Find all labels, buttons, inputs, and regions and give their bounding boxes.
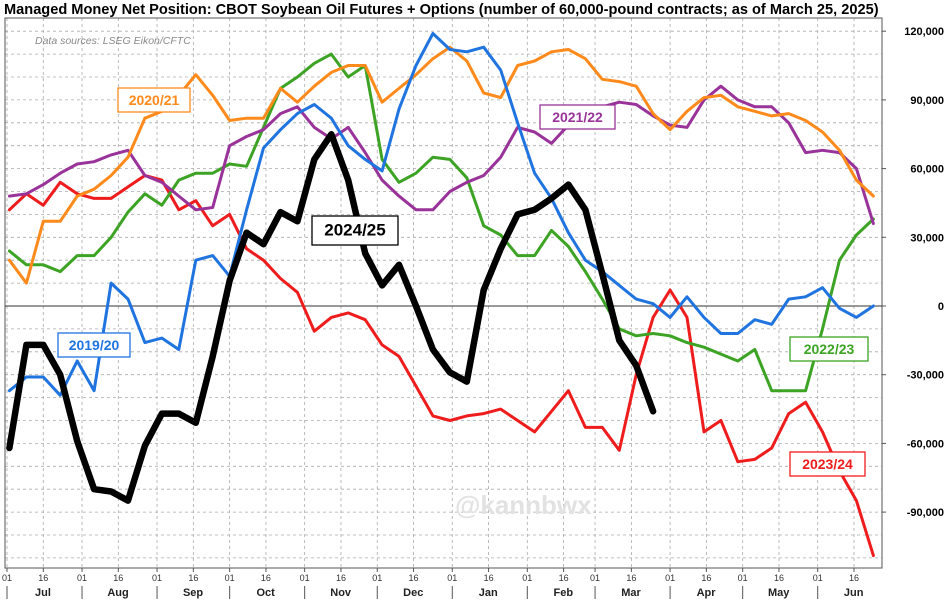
x-day-label: 16	[559, 573, 569, 583]
y-tick-label: 120,000	[904, 26, 944, 38]
y-tick-label: 60,000	[910, 164, 944, 176]
x-month-label: Aug	[107, 587, 128, 599]
x-day-label: 01	[152, 573, 162, 583]
x-day-label: 16	[188, 573, 198, 583]
x-day-label: 16	[701, 573, 711, 583]
x-month-label: Sep	[183, 587, 203, 599]
x-month-label: Jun	[844, 587, 864, 599]
series-label: 2023/24	[802, 456, 853, 472]
series-label: 2020/21	[129, 92, 180, 108]
y-tick-label: 90,000	[910, 95, 944, 107]
x-month-label: Mar	[621, 587, 641, 599]
x-day-label: 01	[77, 573, 87, 583]
x-day-label: 16	[336, 573, 346, 583]
series-label: 2024/25	[324, 221, 385, 240]
x-day-label: 16	[626, 573, 636, 583]
x-day-label: 01	[372, 573, 382, 583]
series-lines	[6, 32, 875, 558]
series-label-box	[539, 104, 616, 130]
x-day-label: 01	[225, 573, 235, 583]
x-day-label: 16	[849, 573, 859, 583]
x-month-label: Oct	[256, 587, 275, 599]
x-month-label: Apr	[697, 587, 717, 599]
x-day-label: 16	[38, 573, 48, 583]
x-month-label: Dec	[403, 587, 423, 599]
y-axis: 120,000 90,000 60,000 30,000 0 -30,000 -60,000…	[882, 26, 944, 519]
series-label: 2021/22	[552, 109, 603, 125]
series-line-2019-20	[7, 32, 875, 397]
y-tick-label: 0	[938, 301, 944, 313]
watermark: @kannbwx	[455, 490, 592, 520]
x-day-label: 01	[447, 573, 457, 583]
series-label-box	[117, 87, 191, 113]
x-day-label: 16	[484, 573, 494, 583]
x-month-label: Nov	[330, 587, 352, 599]
x-month-label: Feb	[554, 587, 574, 599]
series-labels: 2020/21 2021/22 2024/25 2019/20 2022/23 2023/…	[57, 87, 869, 477]
y-tick-label: -30,000	[907, 370, 944, 382]
x-day-label: 16	[774, 573, 784, 583]
x-axis: 01 16 Jul 01 16 Aug 01 16 Sep 01 16 Oct 01 16 Nov 01 16 D…	[2, 568, 864, 599]
source-note: Data sources: LSEG Eikon/CFTC	[35, 35, 191, 47]
x-day-label: 16	[261, 573, 271, 583]
series-line-2024-25	[6, 131, 657, 504]
series-line-2021-22	[7, 84, 875, 226]
series-line-2020-21	[7, 45, 875, 285]
series-label-box	[311, 215, 399, 246]
x-day-label: 01	[738, 573, 748, 583]
y-tick-label: -60,000	[907, 438, 944, 450]
y-tick-label: -90,000	[907, 507, 944, 519]
x-day-label: 01	[813, 573, 823, 583]
series-label-box	[789, 451, 866, 477]
y-tick-label: 30,000	[910, 232, 944, 244]
series-label-box	[57, 332, 131, 358]
series-label: 2019/20	[69, 337, 120, 353]
chart-title: Managed Money Net Position: CBOT Soybean…	[4, 2, 879, 18]
series-label: 2022/23	[804, 341, 855, 357]
x-month-label: Jan	[479, 587, 498, 599]
x-month-label: Jul	[35, 587, 51, 599]
x-day-label: 01	[590, 573, 600, 583]
x-day-label: 01	[2, 573, 12, 583]
x-day-label: 01	[522, 573, 532, 583]
series-line-2022-23	[7, 52, 875, 393]
series-label-box	[789, 336, 869, 362]
x-day-label: 16	[409, 573, 419, 583]
x-month-label: May	[768, 587, 790, 599]
x-day-label: 01	[300, 573, 310, 583]
x-day-label: 16	[113, 573, 123, 583]
x-day-label: 01	[665, 573, 675, 583]
plot-frame	[4, 17, 883, 569]
